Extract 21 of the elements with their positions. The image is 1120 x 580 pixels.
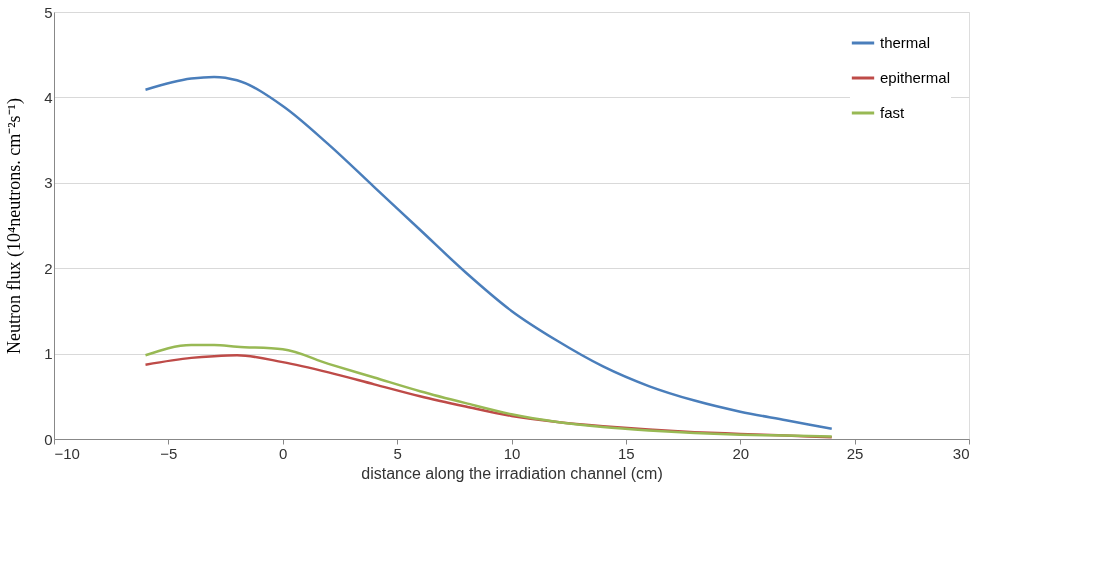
x-tick-label: 25 [846,444,864,462]
x-tick-label: 20 [732,444,750,462]
y-tick-label: 3 [44,174,53,192]
x-axis-title: distance along the irradiation channel (cm) [361,464,663,482]
x-tick-label: 5 [393,444,402,462]
x-tick-label: −5 [160,444,178,462]
x-tick-label: 15 [618,444,635,462]
y-tick-label: 1 [44,345,53,363]
legend-label: fast [880,104,906,121]
x-tick-label: −10 [54,444,80,462]
line-series [144,75,833,430]
y-axis-title: Neutron flux (10⁴neutrons. cm⁻²s⁻¹) [4,97,26,355]
y-tick-label: 0 [44,430,53,448]
y-tick-label: 5 [44,3,53,21]
x-tick-label: 10 [503,444,521,462]
x-tick-label: 30 [952,444,970,462]
y-tick-label: 2 [44,259,53,277]
legend-label: thermal [880,34,931,51]
x-tick-label: 0 [279,444,288,462]
y-tick-label: 4 [44,88,53,106]
legend-label: epithermal [880,69,951,86]
